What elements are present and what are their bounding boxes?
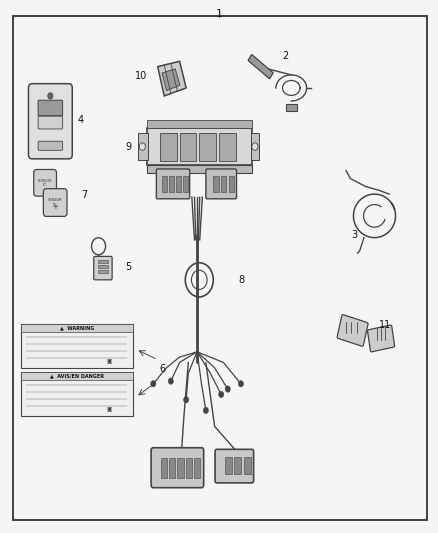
Text: 1: 1 (215, 9, 223, 19)
Text: 10: 10 (134, 71, 147, 80)
FancyBboxPatch shape (38, 141, 63, 150)
Bar (183, 176, 188, 192)
FancyBboxPatch shape (43, 189, 67, 216)
Polygon shape (162, 69, 180, 91)
FancyBboxPatch shape (34, 169, 57, 196)
Circle shape (48, 93, 53, 99)
Text: 9: 9 (125, 142, 131, 151)
Bar (147, 128, 252, 165)
Text: SENSOR
PC: SENSOR PC (48, 198, 63, 207)
Circle shape (219, 391, 224, 398)
Text: ▣: ▣ (107, 407, 112, 412)
Text: ▲  WARNING: ▲ WARNING (60, 326, 94, 331)
Text: 7: 7 (81, 190, 87, 199)
Bar (194, 458, 200, 478)
Circle shape (151, 381, 156, 387)
Bar (225, 457, 232, 474)
Text: ▣: ▣ (107, 359, 112, 364)
FancyBboxPatch shape (206, 169, 237, 199)
Text: SENSOR
PC: SENSOR PC (38, 179, 53, 187)
Circle shape (184, 397, 189, 403)
Circle shape (225, 386, 230, 392)
Bar (177, 458, 184, 478)
FancyBboxPatch shape (38, 116, 63, 129)
Circle shape (203, 407, 208, 414)
Text: 3: 3 (351, 230, 357, 239)
Text: 5: 5 (125, 262, 131, 271)
Circle shape (168, 378, 173, 384)
Bar (169, 458, 175, 478)
Polygon shape (158, 61, 186, 96)
Text: 11: 11 (379, 320, 391, 330)
Bar (147, 165, 252, 173)
Bar (180, 133, 196, 161)
FancyBboxPatch shape (38, 100, 63, 116)
Text: 6: 6 (160, 364, 166, 374)
Bar (219, 133, 236, 161)
Bar (176, 176, 181, 192)
FancyBboxPatch shape (151, 448, 204, 488)
Bar (98, 270, 108, 273)
Bar (21, 372, 133, 380)
Bar (169, 176, 174, 192)
Bar (221, 176, 226, 192)
Text: ▲  AVIS/EN DANGER: ▲ AVIS/EN DANGER (49, 374, 104, 379)
Bar (251, 133, 259, 160)
FancyBboxPatch shape (215, 449, 254, 483)
FancyBboxPatch shape (28, 84, 72, 159)
Bar (147, 120, 252, 128)
Bar (138, 133, 148, 160)
FancyBboxPatch shape (367, 325, 395, 352)
Bar (229, 176, 234, 192)
Bar (186, 458, 192, 478)
FancyBboxPatch shape (337, 314, 368, 346)
Circle shape (238, 381, 244, 387)
Bar (98, 260, 108, 263)
Bar (244, 457, 251, 474)
Circle shape (139, 143, 145, 150)
Circle shape (252, 143, 258, 150)
Bar (213, 176, 219, 192)
Text: 2: 2 (283, 51, 289, 61)
Bar (160, 133, 177, 161)
FancyBboxPatch shape (94, 256, 112, 280)
Bar (162, 176, 167, 192)
Bar (98, 265, 108, 268)
Bar (21, 324, 133, 332)
FancyBboxPatch shape (21, 372, 133, 416)
Bar (199, 133, 216, 161)
Text: 8: 8 (239, 275, 245, 285)
Bar (161, 458, 167, 478)
Bar (286, 104, 297, 111)
FancyBboxPatch shape (21, 324, 133, 368)
Text: 4: 4 (78, 115, 84, 125)
Bar (248, 54, 273, 79)
Text: +: + (52, 204, 58, 211)
FancyBboxPatch shape (156, 169, 190, 199)
Bar (234, 457, 241, 474)
